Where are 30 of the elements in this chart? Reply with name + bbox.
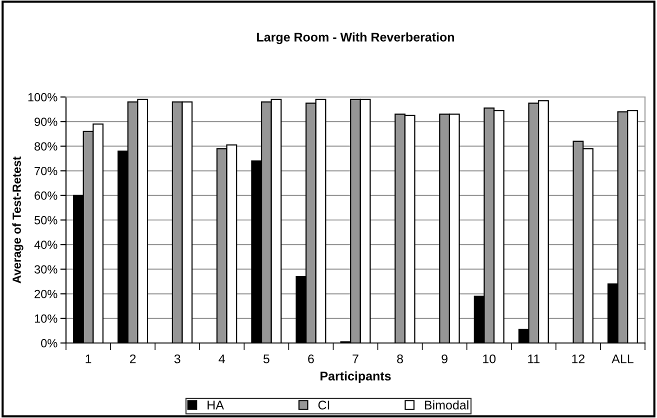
x-tick-label: 3 <box>174 354 180 364</box>
legend-label: Bimodal <box>425 400 468 410</box>
x-tick-label: 8 <box>397 354 403 364</box>
x-tick-label: 11 <box>528 354 540 364</box>
y-axis-title: Average of Test-Retest <box>12 156 24 284</box>
x-tick-label: 7 <box>352 354 358 364</box>
y-tick-label: 0% <box>41 339 58 348</box>
legend-label: CI <box>318 400 330 410</box>
chart-title: Large Room - With Reverberation <box>257 32 454 44</box>
x-tick-label: 10 <box>483 354 496 364</box>
x-tick-label: 6 <box>308 354 314 364</box>
x-tick-label: 12 <box>572 354 585 364</box>
y-tick-label: 50% <box>34 216 58 224</box>
legend-label: HA <box>208 400 224 410</box>
y-tick-label: 10% <box>34 314 58 323</box>
y-tick-label: 60% <box>34 191 58 200</box>
y-tick-label: 20% <box>34 290 58 298</box>
x-tick-label: ALL <box>612 354 634 364</box>
y-tick-label: 40% <box>34 240 58 249</box>
y-tick-label: 70% <box>34 166 58 176</box>
x-tick-label: 1 <box>86 354 92 364</box>
y-tick-label: 80% <box>34 142 58 151</box>
x-tick-label: 2 <box>130 354 136 364</box>
y-tick-label: 30% <box>34 265 58 274</box>
x-axis-title: Participants <box>320 371 391 383</box>
x-tick-label: 5 <box>263 354 270 364</box>
y-tick-label: 100% <box>28 93 58 102</box>
x-tick-label: 9 <box>442 354 448 364</box>
y-tick-label: 90% <box>34 118 58 126</box>
x-tick-label: 4 <box>218 354 225 364</box>
